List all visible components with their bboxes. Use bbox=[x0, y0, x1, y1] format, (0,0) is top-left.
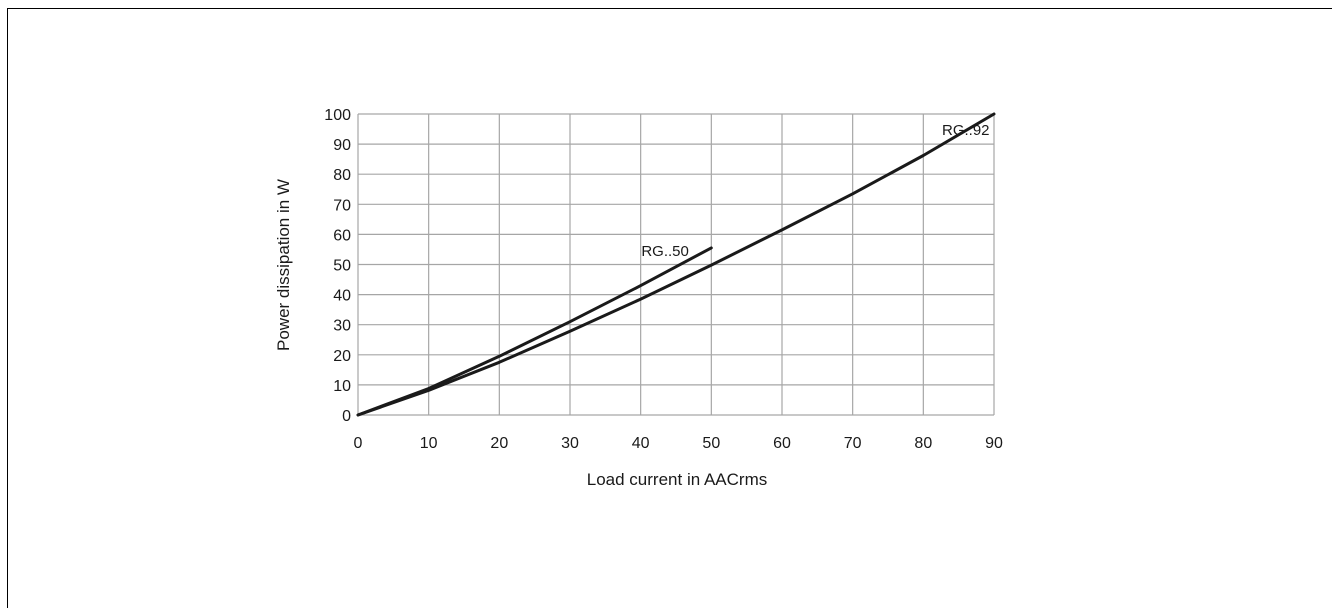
y-tick-label: 100 bbox=[324, 107, 351, 124]
series-line-rg92 bbox=[356, 112, 996, 417]
x-tick-label: 60 bbox=[773, 435, 791, 452]
y-tick-label: 50 bbox=[333, 258, 351, 275]
x-tick-label: 10 bbox=[420, 435, 438, 452]
y-tick-label: 30 bbox=[333, 318, 351, 335]
x-tick-label: 30 bbox=[561, 435, 579, 452]
series-lines bbox=[356, 112, 996, 417]
x-tick-label: 80 bbox=[914, 435, 932, 452]
y-tick-label: 20 bbox=[333, 348, 351, 365]
series-label: RG..50 bbox=[641, 243, 689, 260]
y-axis-title: Power dissipation in W bbox=[274, 179, 293, 351]
x-tick-label: 0 bbox=[354, 435, 363, 452]
x-tick-label: 20 bbox=[490, 435, 508, 452]
grid bbox=[357, 113, 995, 416]
series-label: RG..92 bbox=[942, 122, 990, 139]
x-tick-label: 70 bbox=[844, 435, 862, 452]
x-tick-label: 50 bbox=[702, 435, 720, 452]
x-tick-label: 40 bbox=[632, 435, 650, 452]
y-tick-label: 60 bbox=[333, 227, 351, 244]
power-dissipation-chart: 0 10 20 30 40 50 60 70 80 90 0 10 20 30 40 50 60 70 80 90 10… bbox=[274, 107, 1003, 489]
y-tick-label: 10 bbox=[333, 378, 351, 395]
y-tick-label: 90 bbox=[333, 137, 351, 154]
y-tick-label: 0 bbox=[342, 408, 351, 425]
y-tick-label: 80 bbox=[333, 167, 351, 184]
figure-frame bbox=[7, 8, 1332, 608]
y-tick-label: 70 bbox=[333, 197, 351, 214]
x-tick-label: 90 bbox=[985, 435, 1003, 452]
series-labels: RG..92 RG..50 bbox=[641, 122, 989, 260]
y-tick-label: 40 bbox=[333, 288, 351, 305]
series-line-rg50 bbox=[356, 246, 713, 417]
x-axis-title: Load current in AACrms bbox=[587, 470, 767, 489]
tick-labels: 0 10 20 30 40 50 60 70 80 90 0 10 20 30 40 50 60 70 80 90 10… bbox=[324, 107, 1003, 452]
